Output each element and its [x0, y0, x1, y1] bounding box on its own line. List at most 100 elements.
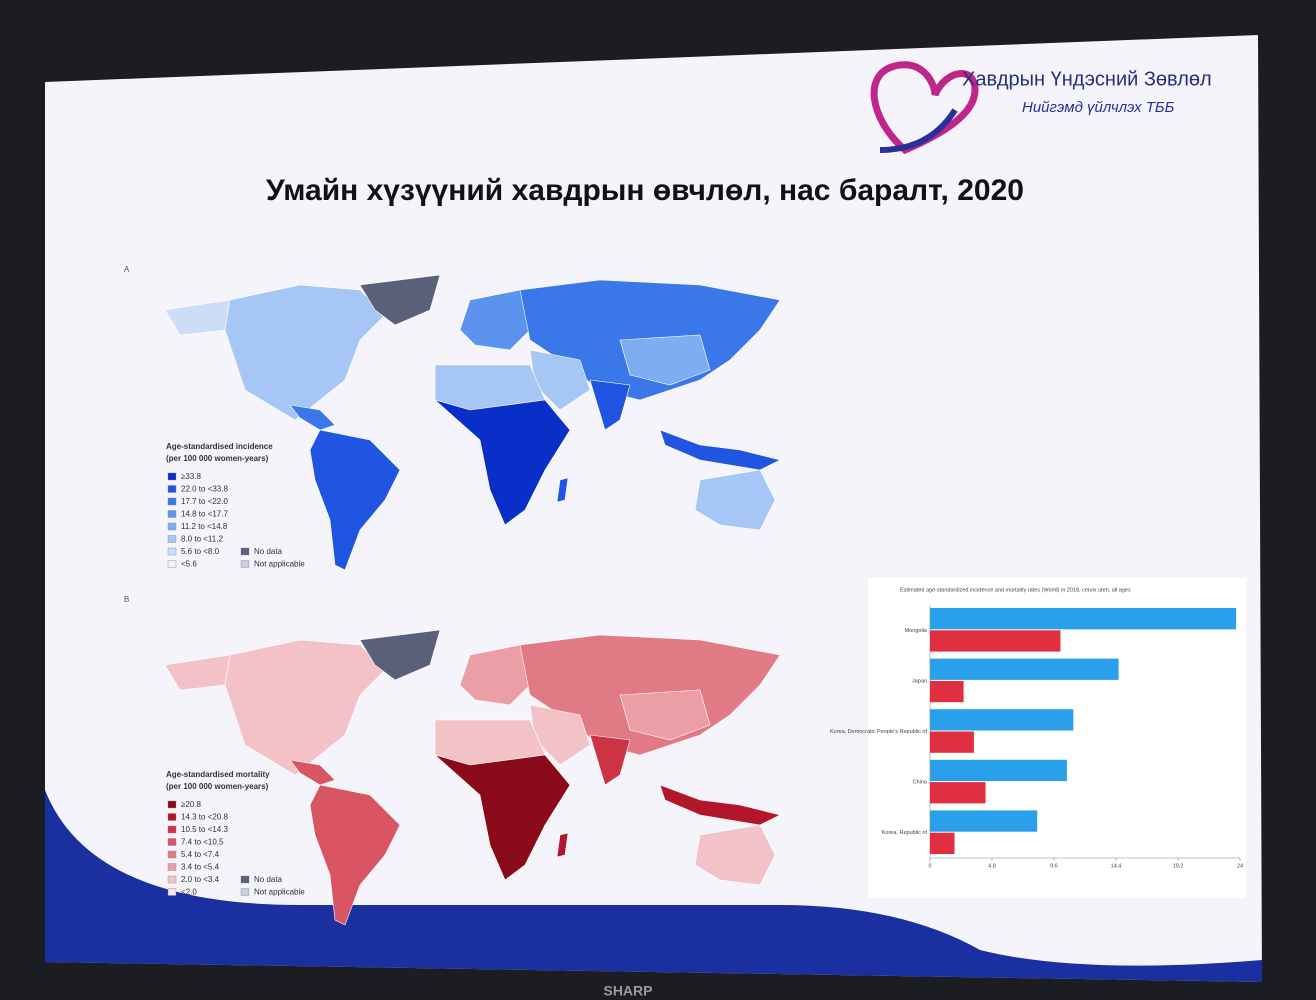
- logo-heart: [870, 61, 979, 155]
- legend-label: 17.7 to <22.0: [181, 497, 228, 506]
- world-map: [164, 629, 781, 926]
- bar: [930, 608, 1237, 630]
- legend-label: 7.4 to <10.5: [181, 838, 224, 847]
- tv-brand: SHARP: [603, 983, 652, 999]
- legend-swatch: [167, 485, 177, 493]
- legend-swatch: [167, 560, 177, 568]
- legend-title: Age-standardised incidence: [166, 442, 273, 451]
- bar: [930, 709, 1074, 731]
- logo-name: Хавдрын Үндэсний Зөвлөл: [962, 68, 1212, 90]
- legend-label: Not applicable: [254, 560, 305, 569]
- x-tick-label: 14.4: [1111, 863, 1122, 869]
- country-region: [309, 784, 401, 926]
- bar: [930, 680, 964, 703]
- legend-swatch: [167, 535, 177, 543]
- country-region: [556, 477, 569, 503]
- legend-swatch: [240, 888, 250, 896]
- bar: [930, 731, 974, 753]
- legends: Age-standardised incidence (per 100 000 w…: [166, 442, 305, 897]
- legend-label: 22.0 to <33.8: [181, 485, 228, 494]
- country-region: [224, 639, 386, 776]
- legend-label: No data: [254, 547, 283, 556]
- legend-label: No data: [254, 875, 283, 884]
- country-region: [589, 734, 631, 786]
- legend-label: 5.4 to <7.4: [181, 850, 220, 859]
- legend-title: (per 100 000 women-years): [166, 782, 269, 791]
- country-region: [289, 759, 336, 786]
- legend-swatch: [167, 522, 177, 531]
- logo-tagline: Нийгэмд үйлчлэх ТББ: [1022, 99, 1175, 116]
- country-region: [694, 824, 776, 886]
- legend-label: 10.5 to <14.3: [181, 825, 228, 834]
- legend-swatch: [167, 888, 177, 896]
- country-region: [359, 629, 441, 681]
- bar-chart: 0 4.8 9.6 14.4 19.2 24 Mongolia Japan Korea, Dem…: [830, 605, 1243, 869]
- legend-label: 14.3 to <20.8: [181, 813, 228, 822]
- country-region: [619, 689, 711, 741]
- maps: [164, 274, 781, 926]
- legend-swatch: [167, 800, 177, 809]
- bar: [930, 630, 1061, 652]
- legend-label: <2.0: [181, 888, 197, 897]
- bar: [930, 810, 1038, 832]
- legend-title: Age-standardised mortality: [166, 770, 270, 779]
- legend-label: Not applicable: [254, 888, 305, 897]
- legend-swatch: [167, 472, 177, 481]
- bar: [930, 658, 1119, 680]
- x-tick-label: 0: [928, 863, 931, 869]
- bar: [930, 759, 1067, 782]
- country-region: [619, 334, 711, 386]
- legend-swatch: [167, 863, 177, 871]
- country-region: [434, 399, 571, 526]
- country-region: [434, 754, 571, 881]
- y-tick-label: Korea, Democratic People's Republic of: [830, 729, 928, 735]
- legend-swatch: [167, 547, 177, 556]
- country-region: [556, 832, 569, 858]
- x-tick-label: 4.8: [988, 863, 996, 869]
- legend-label: 8.0 to <11.2: [181, 535, 223, 544]
- y-tick-label: Japan: [912, 678, 927, 684]
- legend-swatch: [167, 875, 177, 884]
- legend-label: 14.8 to <17.7: [181, 510, 228, 519]
- x-tick-label: 19.2: [1173, 863, 1184, 869]
- y-tick-label: Mongolia: [905, 628, 928, 634]
- slide-title: Умайн хүзүүний хавдрын өвчлөл, нас барал…: [266, 174, 1024, 207]
- legend-swatch: [167, 850, 177, 859]
- country-region: [289, 404, 336, 431]
- country-region: [589, 379, 631, 431]
- map-label: B: [124, 595, 129, 604]
- world-map: [164, 274, 781, 571]
- country-region: [359, 274, 441, 326]
- legend-swatch: [167, 510, 177, 518]
- legend-swatch: [167, 838, 177, 846]
- country-region: [694, 469, 776, 531]
- country-region: [309, 429, 401, 571]
- legend-swatch: [240, 547, 250, 556]
- bar-chart-title: Estimated age-standardized incidence and…: [900, 587, 1131, 593]
- bar: [930, 782, 986, 804]
- legend-label: ≥20.8: [181, 800, 202, 809]
- logo-swoosh: [879, 108, 958, 153]
- bar: [930, 832, 955, 854]
- country-region: [659, 429, 781, 471]
- x-tick-label: 9.6: [1050, 863, 1058, 869]
- legend-swatch: [240, 560, 250, 568]
- country-region: [659, 784, 781, 826]
- legend-swatch: [167, 825, 177, 834]
- legend-label: 5.6 to <8.0: [181, 547, 220, 556]
- legend-label: 3.4 to <5.4: [181, 863, 220, 872]
- slide-wave: [45, 790, 1262, 982]
- legend-label: 2.0 to <3.4: [181, 875, 220, 884]
- legend-swatch: [167, 497, 177, 506]
- y-tick-label: Korea, Republic of: [882, 830, 928, 836]
- country-region: [224, 284, 386, 421]
- legend-swatch: [240, 875, 250, 884]
- legend-label: 11.2 to <14.8: [181, 522, 228, 531]
- legend-title: (per 100 000 women-years): [166, 454, 269, 463]
- x-tick-label: 24: [1237, 863, 1243, 869]
- legend-label: <5.6: [181, 560, 197, 569]
- legend-label: ≥33.8: [181, 472, 202, 481]
- legend-swatch: [167, 813, 177, 821]
